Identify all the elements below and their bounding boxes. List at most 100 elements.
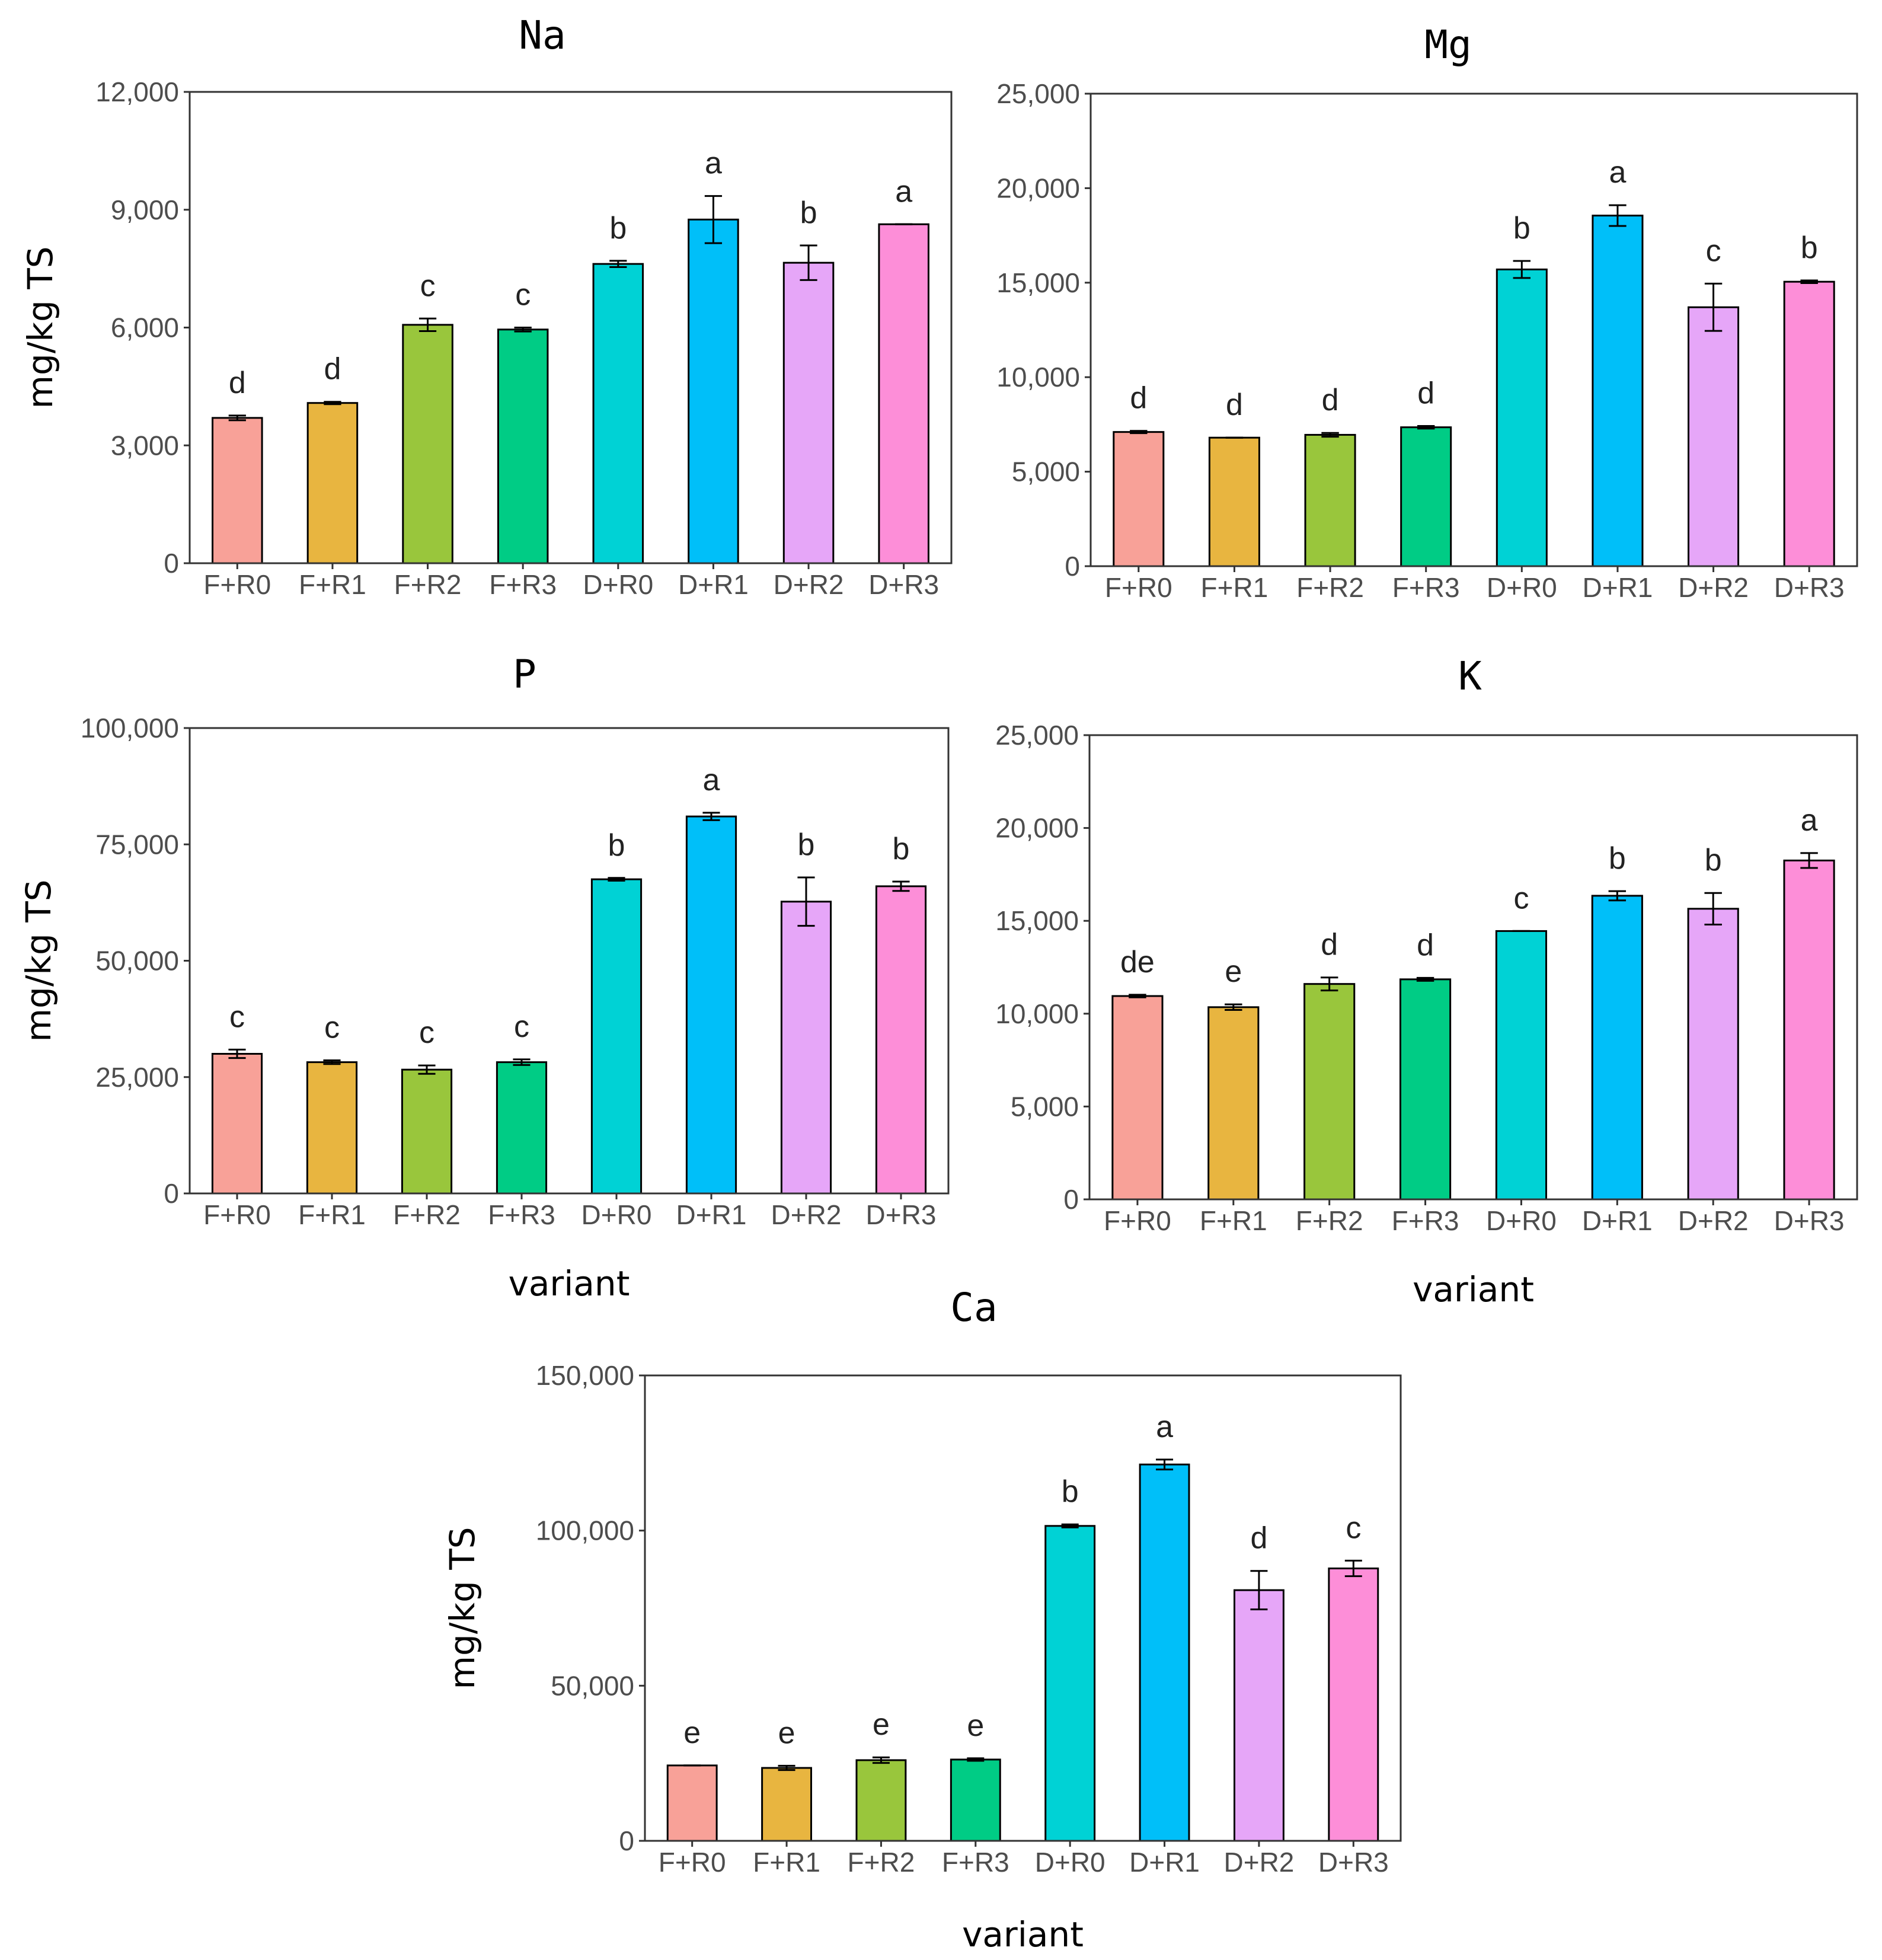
error-bar-k-d-r1	[1608, 890, 1627, 902]
significance-letter: b	[609, 211, 627, 245]
x-tick-label: F+R0	[203, 569, 271, 600]
significance-letter: b	[1705, 843, 1722, 877]
significance-letter: b	[1609, 841, 1626, 876]
significance-letter: d	[324, 352, 341, 387]
error-bar-k-d-r3	[1800, 852, 1818, 869]
x-tick-label: D+R1	[1129, 1847, 1200, 1878]
x-tick-label: D+R1	[1582, 572, 1653, 603]
significance-letter: e	[683, 1716, 701, 1750]
error-bar-k-d-r2	[1704, 892, 1722, 925]
error-bar-k-f-r1	[1225, 1003, 1242, 1011]
x-tick-label: F+R1	[1201, 572, 1268, 603]
error-bar-ca-f-r2	[872, 1756, 890, 1764]
bar-mg-f-r0	[1113, 431, 1165, 567]
x-axis-title: variant	[962, 1914, 1084, 1955]
y-tick-label: 20,000	[995, 813, 1079, 844]
x-tick-label: F+R0	[1105, 572, 1172, 603]
error-bar-ca-d-r0	[1061, 1523, 1079, 1528]
y-tick-label: 0	[164, 548, 179, 579]
bar-k-d-r0	[1495, 930, 1548, 1201]
panel-title-k: K	[1458, 653, 1482, 699]
error-bar-k-f-r2	[1320, 976, 1338, 992]
x-tick-label: D+R3	[1774, 572, 1845, 603]
significance-letter: d	[1226, 388, 1243, 422]
y-tick-label: 100,000	[81, 713, 179, 743]
x-tick-label: D+R2	[1678, 572, 1749, 603]
x-tick-label: F+R2	[848, 1847, 915, 1878]
x-tick-label: F+R1	[1200, 1205, 1267, 1236]
bar-na-f-r0	[212, 417, 263, 564]
bar-mg-f-r3	[1400, 426, 1452, 567]
y-axis-title: mg/kg TS	[20, 247, 60, 409]
bar-na-f-r2	[402, 324, 453, 564]
panel-title-na: Na	[519, 12, 565, 58]
bar-p-d-r1	[685, 815, 737, 1195]
bar-ca-d-r1	[1139, 1463, 1190, 1842]
x-tick-label: D+R1	[1582, 1205, 1653, 1236]
significance-letter: a	[705, 146, 722, 181]
bar-na-f-r3	[497, 328, 549, 564]
bar-k-f-r1	[1207, 1006, 1260, 1201]
x-axis-title: variant	[509, 1263, 630, 1304]
error-bar-na-f-r3	[514, 327, 532, 333]
significance-letter: b	[1062, 1474, 1079, 1509]
bar-mg-d-r0	[1496, 268, 1548, 567]
x-tick-label: F+R2	[1296, 572, 1364, 603]
error-bar-k-f-r0	[1129, 994, 1146, 998]
error-bar-p-f-r2	[418, 1064, 436, 1075]
y-tick-label: 25,000	[995, 720, 1079, 751]
bar-k-d-r3	[1783, 859, 1835, 1201]
x-tick-label: D+R3	[868, 569, 939, 600]
error-bar-p-f-r1	[323, 1059, 341, 1065]
panel-border-na	[188, 91, 953, 564]
y-tick-label: 0	[1063, 1184, 1079, 1215]
significance-letter: c	[229, 1000, 245, 1034]
x-tick-label: F+R3	[488, 1199, 555, 1230]
significance-letter: d	[1322, 383, 1339, 417]
x-tick-label: F+R2	[394, 569, 462, 600]
x-tick-label: F+R1	[298, 1199, 366, 1230]
panel-p: P 0 25,000 50,000 75,000 100,000 c F+R0 c F+R1 c F+…	[18, 652, 950, 1304]
significance-letter: c	[1346, 1511, 1361, 1545]
panel-title-p: P	[513, 652, 536, 697]
significance-letter: d	[229, 366, 246, 400]
y-tick-label: 10,000	[996, 362, 1080, 392]
bar-k-d-r1	[1591, 895, 1643, 1201]
y-tick-label: 20,000	[996, 173, 1080, 203]
bar-p-f-r1	[306, 1061, 358, 1195]
error-bar-na-d-r2	[800, 244, 817, 281]
significance-letter: c	[515, 278, 531, 312]
x-tick-label: D+R1	[678, 569, 749, 600]
bar-mg-d-r2	[1688, 306, 1740, 567]
bar-ca-d-r2	[1234, 1589, 1285, 1842]
bar-na-d-r3	[878, 223, 929, 564]
y-tick-label: 50,000	[95, 946, 179, 976]
significance-letter: a	[1801, 803, 1818, 838]
significance-letter: c	[324, 1010, 340, 1045]
bar-mg-d-r1	[1592, 215, 1644, 567]
y-tick-label: 0	[619, 1825, 634, 1856]
x-tick-label: F+R2	[1296, 1205, 1363, 1236]
y-tick-label: 5,000	[1012, 457, 1080, 487]
bar-na-d-r0	[592, 263, 644, 564]
significance-letter: a	[1156, 1410, 1173, 1444]
bar-ca-f-r0	[666, 1764, 718, 1842]
bar-p-f-r2	[401, 1068, 453, 1195]
bar-mg-f-r1	[1208, 436, 1260, 567]
error-bar-mg-f-r0	[1130, 430, 1148, 435]
x-tick-label: D+R3	[1774, 1205, 1845, 1236]
bar-mg-d-r3	[1783, 280, 1835, 567]
panel-ca: Ca 0 50,000 100,000 150,000 e F+R0 e F+R1 e F+R2 e F…	[442, 1285, 1402, 1955]
bar-p-d-r3	[875, 885, 927, 1195]
bar-mg-f-r2	[1304, 433, 1356, 567]
error-bar-p-f-r3	[513, 1058, 531, 1066]
x-tick-label: D+R3	[866, 1199, 937, 1230]
error-bar-mg-d-r0	[1513, 260, 1531, 279]
error-bar-mg-d-r1	[1609, 204, 1627, 227]
x-tick-label: D+R0	[581, 1199, 652, 1230]
y-tick-label: 0	[1065, 551, 1080, 582]
panel-title-mg: Mg	[1424, 22, 1471, 68]
panel-k: K 0 5,000 10,000 15,000 20,000 25,000 de F+R0 e F+…	[995, 653, 1858, 1310]
x-tick-label: F+R0	[203, 1199, 271, 1230]
significance-letter: a	[1609, 155, 1626, 190]
